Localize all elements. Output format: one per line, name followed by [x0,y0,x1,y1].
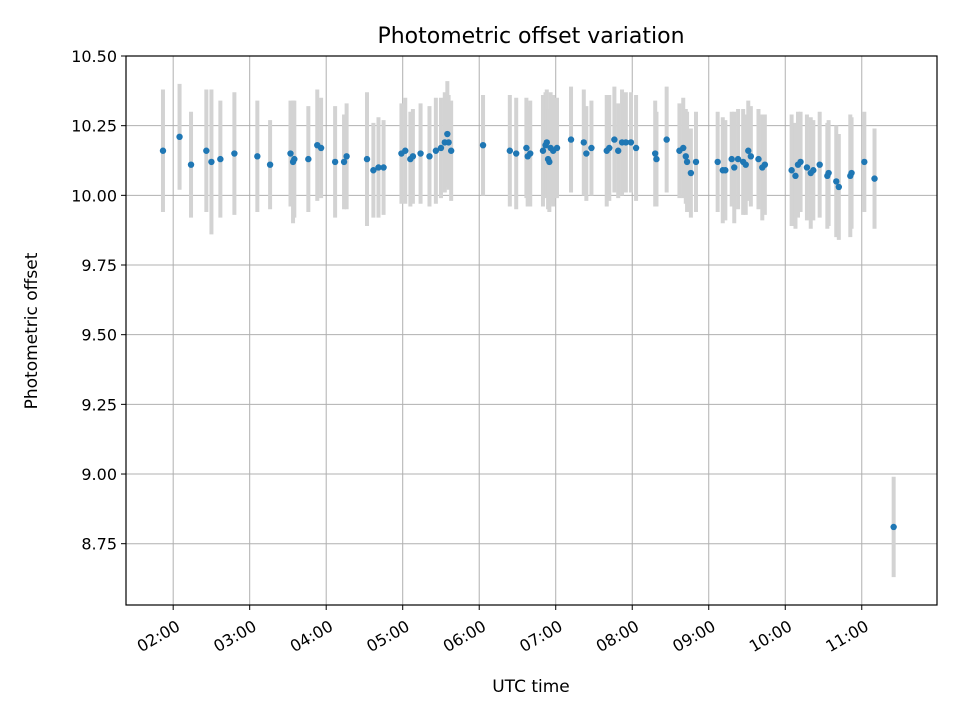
data-point [340,158,348,166]
data-point [788,167,795,174]
data-point [825,169,832,177]
data-point [402,147,409,154]
data-point [890,523,897,531]
data-point [622,139,630,146]
x-axis-label: UTC time [492,677,570,697]
data-point [231,150,238,157]
data-point [331,158,339,166]
data-point [291,155,298,163]
data-point [539,147,547,154]
data-point [755,155,762,163]
data-point [187,161,195,168]
data-point [692,158,700,166]
data-point [835,183,843,191]
data-point [432,147,440,154]
data-point [287,150,294,157]
data-point [305,155,312,163]
data-point [159,147,167,154]
data-point [208,158,215,166]
data-point [580,139,587,146]
data-point [632,144,640,152]
data-point [254,153,261,160]
data-point [663,136,670,143]
data-point [445,139,452,146]
data-point [409,153,417,160]
data-point [266,161,274,168]
data-point [546,158,553,166]
data-point [848,169,855,177]
data-point [731,164,738,171]
y-tick-label: 8.75 [81,535,117,554]
data-point [553,144,561,152]
data-point [682,153,689,160]
data-point [761,161,769,168]
y-tick-label: 10.50 [71,47,117,66]
data-point [722,167,729,174]
data-point [611,136,618,143]
data-point [588,144,595,152]
data-point [871,175,878,182]
data-point [810,167,817,174]
data-point [479,141,487,149]
data-point [816,161,823,168]
data-point [792,172,799,180]
data-point [583,150,590,157]
data-point [567,136,575,143]
data-point [680,144,687,152]
data-point [363,155,371,163]
data-point [527,150,534,157]
data-point [861,158,868,166]
chart-title: Photometric offset variation [377,24,684,49]
y-tick-label: 9.75 [81,256,117,275]
data-point [728,155,735,163]
y-tick-label: 10.25 [71,117,117,136]
data-point [747,153,755,160]
data-point [833,178,840,185]
data-point [653,155,660,163]
data-point [683,158,691,166]
data-point [714,158,721,166]
data-point [370,167,377,174]
y-axis-ticks: 8.75 9.00 9.25 9.50 9.75 10.00 10.25 10.50 [71,47,126,554]
data-point [734,155,742,163]
data-point [606,144,613,152]
data-point [437,144,445,152]
data-point [615,147,622,154]
data-point [447,147,455,154]
data-point [417,150,424,157]
data-point [444,130,451,138]
y-tick-label: 9.00 [81,465,117,484]
data-point [426,153,433,160]
data-point [375,164,382,171]
data-point [803,164,811,171]
data-point [745,147,752,154]
data-point [317,144,325,152]
y-axis-label: Photometric offset [22,252,42,409]
y-tick-label: 10.00 [71,186,117,205]
data-point [651,150,659,157]
data-point [217,155,224,163]
data-points [159,130,897,531]
data-point [176,133,183,141]
data-point [687,169,695,177]
data-point [523,144,530,152]
data-point [203,147,210,154]
data-point [627,139,635,146]
data-point [380,164,387,171]
data-point [343,153,350,160]
data-point [543,139,551,146]
data-point [512,150,520,157]
data-point [797,158,804,166]
y-tick-label: 9.50 [81,326,117,345]
plot-frame [125,55,938,606]
y-tick-label: 9.25 [81,395,117,414]
data-point [506,147,514,154]
data-point [742,161,749,168]
